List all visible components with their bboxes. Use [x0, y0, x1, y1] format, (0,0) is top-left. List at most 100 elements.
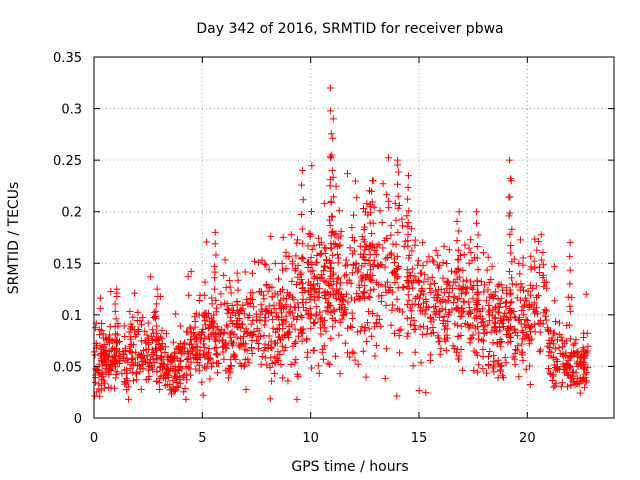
data-point	[547, 370, 555, 378]
data-point	[310, 320, 318, 328]
data-point	[145, 338, 153, 346]
data-point	[415, 278, 423, 286]
data-point	[362, 274, 370, 282]
data-point	[208, 363, 216, 371]
data-point	[182, 363, 190, 371]
data-point	[282, 312, 290, 320]
data-point	[445, 246, 453, 254]
data-point	[252, 316, 260, 324]
data-point	[403, 300, 411, 308]
data-point	[148, 326, 156, 334]
data-point	[93, 388, 101, 396]
data-point	[291, 359, 299, 367]
data-point	[326, 275, 334, 283]
data-point	[279, 233, 287, 241]
data-point	[392, 240, 400, 248]
data-point	[502, 330, 510, 338]
data-point	[423, 303, 431, 311]
data-point	[285, 333, 293, 341]
data-point	[459, 284, 467, 292]
data-point	[545, 327, 553, 335]
data-point	[137, 385, 145, 393]
data-point	[298, 240, 306, 248]
data-point	[458, 285, 466, 293]
data-point	[268, 377, 276, 385]
data-point	[566, 239, 574, 247]
data-point	[279, 320, 287, 328]
data-point	[161, 348, 169, 356]
data-point	[411, 272, 419, 280]
data-point	[485, 301, 493, 309]
data-point	[457, 322, 465, 330]
data-point	[152, 315, 160, 323]
data-point	[175, 366, 183, 374]
data-point	[202, 309, 210, 317]
data-point	[454, 246, 462, 254]
data-point	[507, 337, 515, 345]
data-point	[435, 285, 443, 293]
data-point	[293, 316, 301, 324]
data-point	[243, 347, 251, 355]
data-point	[467, 236, 475, 244]
data-point	[233, 298, 241, 306]
data-point	[582, 290, 590, 298]
data-point	[333, 250, 341, 258]
data-point	[244, 314, 252, 322]
data-point	[316, 251, 324, 259]
data-point	[157, 354, 165, 362]
data-point	[227, 289, 235, 297]
data-point	[559, 343, 567, 351]
data-point	[229, 341, 237, 349]
data-point	[472, 299, 480, 307]
data-point	[282, 343, 290, 351]
data-point	[494, 295, 502, 303]
data-point	[211, 228, 219, 236]
data-point	[399, 222, 407, 230]
data-point	[113, 285, 121, 293]
data-point	[320, 199, 328, 207]
data-point	[541, 312, 549, 320]
data-point	[332, 240, 340, 248]
data-point	[350, 211, 358, 219]
data-point	[393, 305, 401, 313]
data-point	[98, 375, 106, 383]
data-point	[545, 336, 553, 344]
data-point	[583, 369, 591, 376]
data-point	[552, 366, 560, 374]
data-point	[293, 395, 301, 403]
data-point	[290, 295, 298, 303]
data-point	[240, 333, 248, 341]
data-point	[297, 210, 305, 218]
data-point	[274, 348, 282, 356]
data-point	[337, 232, 345, 240]
data-point	[187, 358, 195, 366]
data-point	[494, 303, 502, 311]
data-point	[525, 322, 533, 330]
data-point	[519, 254, 527, 262]
data-point	[411, 325, 419, 333]
data-point	[328, 244, 336, 252]
data-point	[137, 350, 145, 358]
data-point	[465, 259, 473, 267]
data-point	[507, 177, 515, 185]
data-point	[377, 322, 385, 330]
data-point	[419, 322, 427, 330]
data-point	[506, 209, 514, 217]
data-point	[315, 284, 323, 292]
data-point	[288, 321, 296, 329]
data-point	[404, 329, 412, 337]
data-point	[292, 355, 300, 363]
data-point	[508, 274, 516, 282]
data-point	[443, 278, 451, 286]
data-point	[163, 381, 171, 389]
data-point	[454, 265, 462, 273]
data-point	[320, 289, 328, 297]
data-point	[294, 261, 302, 269]
data-point	[552, 356, 560, 364]
data-point	[294, 299, 302, 307]
data-point	[350, 349, 358, 357]
data-point	[419, 262, 427, 270]
data-point	[366, 286, 374, 294]
data-point	[194, 355, 202, 363]
data-point	[326, 361, 334, 369]
